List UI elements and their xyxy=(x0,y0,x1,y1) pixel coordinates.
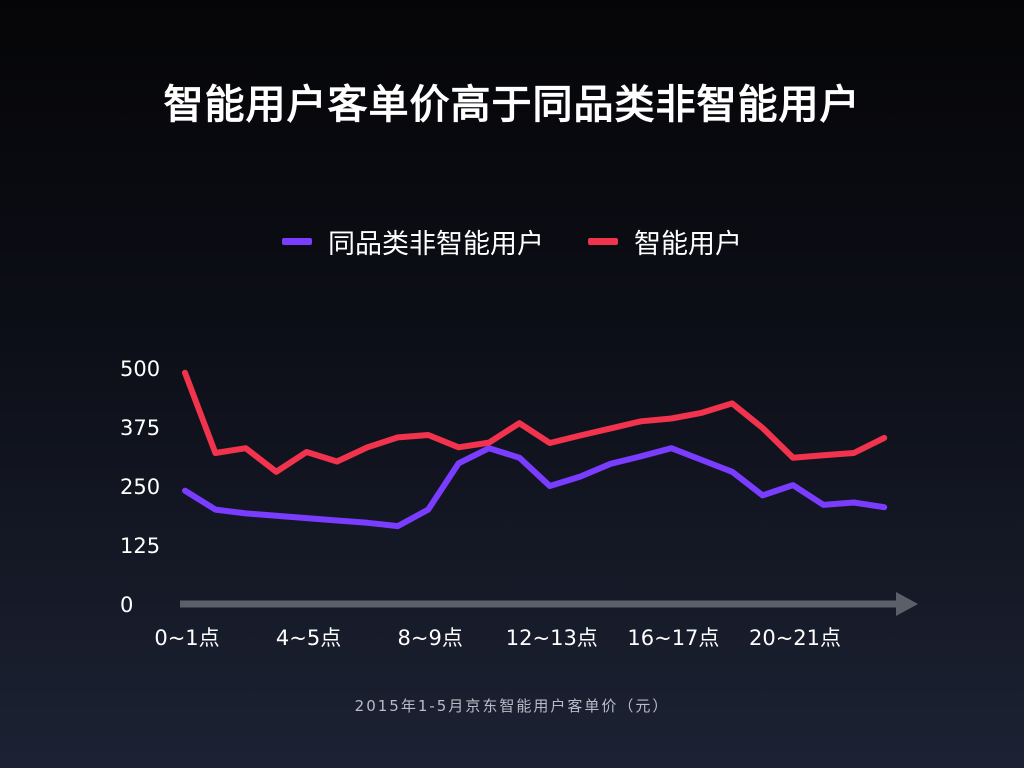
legend-swatch-non-smart xyxy=(282,238,312,245)
y-tick-label: 500 xyxy=(120,357,160,381)
x-tick-label: 20~21点 xyxy=(749,626,841,650)
y-tick-label: 250 xyxy=(120,475,160,499)
x-tick-label: 0~1点 xyxy=(154,626,219,650)
y-tick-label: 375 xyxy=(120,416,160,440)
series-line-non-smart xyxy=(182,445,888,530)
legend-swatch-smart xyxy=(588,238,618,245)
x-tick-label: 16~17点 xyxy=(627,626,719,650)
x-tick-label: 8~9点 xyxy=(398,626,463,650)
y-tick-label: 125 xyxy=(120,534,160,558)
x-axis-arrow xyxy=(896,592,918,616)
x-tick-label: 12~13点 xyxy=(506,626,598,650)
chart-title: 智能用户客单价高于同品类非智能用户 xyxy=(163,82,861,128)
series-line-smart xyxy=(182,369,888,475)
chart-legend: 同品类非智能用户 智能用户 xyxy=(0,222,1024,261)
legend-item-non-smart: 同品类非智能用户 xyxy=(282,222,544,261)
x-tick-label: 4~5点 xyxy=(276,626,341,650)
y-tick-label: 0 xyxy=(120,593,133,617)
legend-item-smart: 智能用户 xyxy=(588,222,742,261)
chart-footnote: 2015年1-5月京东智能用户客单价（元） xyxy=(354,697,670,715)
legend-label-non-smart: 同品类非智能用户 xyxy=(328,229,544,260)
legend-label-smart: 智能用户 xyxy=(634,229,742,260)
